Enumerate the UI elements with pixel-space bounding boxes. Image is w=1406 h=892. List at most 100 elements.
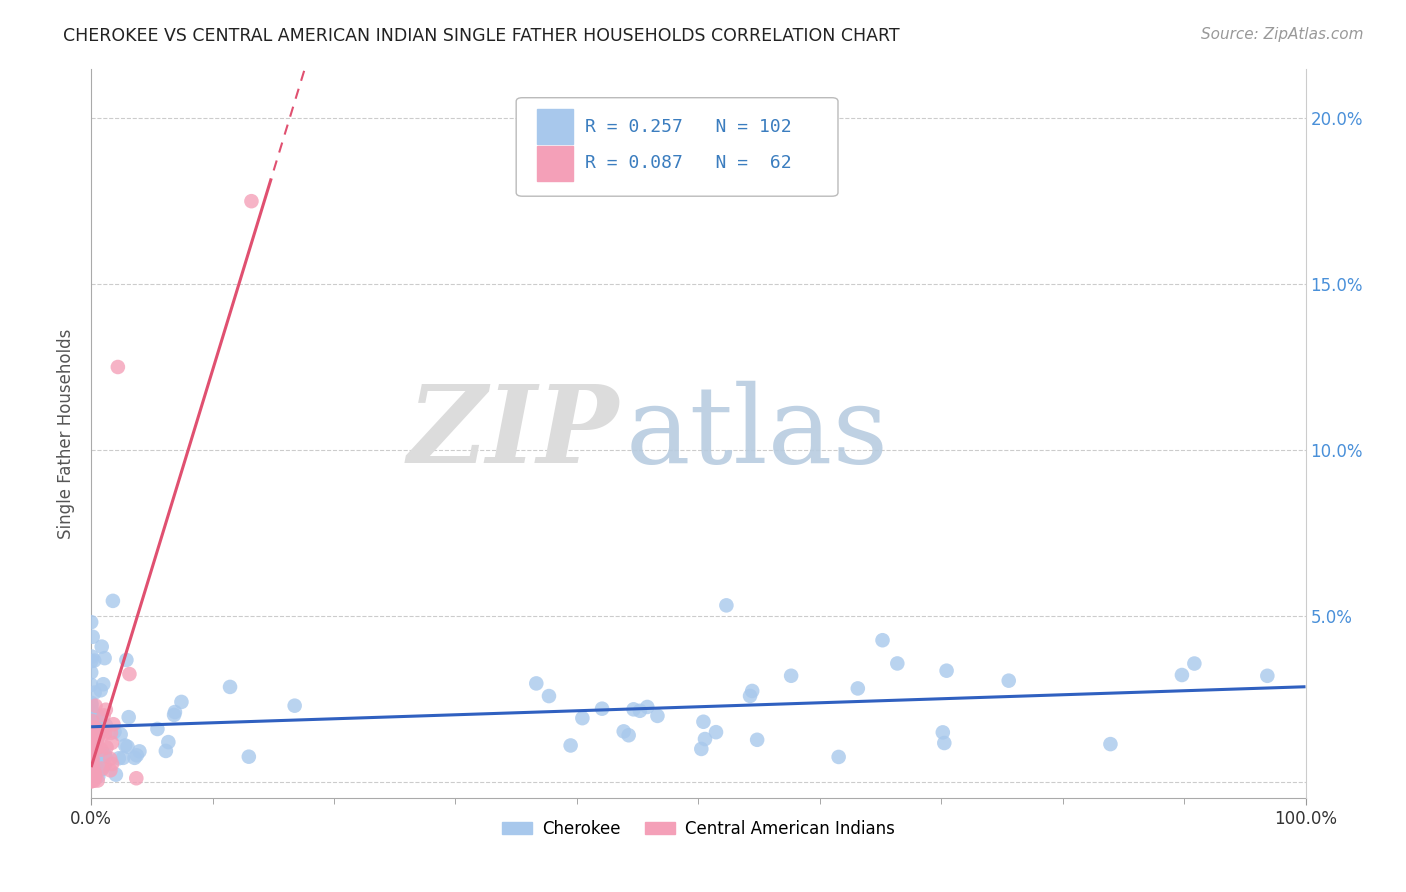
Point [846,681,869,696]
Point [80,772,103,786]
Point [86,752,108,766]
Text: Source: ZipAtlas.com: Source: ZipAtlas.com [1201,27,1364,42]
Point [1182,657,1205,671]
Point [94,718,117,732]
Point [103,724,125,739]
Point [80,774,103,789]
Text: CHEROKEE VS CENTRAL AMERICAN INDIAN SINGLE FATHER HOUSEHOLDS CORRELATION CHART: CHEROKEE VS CENTRAL AMERICAN INDIAN SING… [63,27,900,45]
Point [83,714,105,728]
Point [83,766,105,780]
Point [84,747,107,761]
Point [741,684,763,698]
Point [118,710,141,724]
Point [560,739,582,753]
Point [87,739,110,754]
Point [112,751,135,765]
Point [91,677,114,691]
Point [80,756,103,771]
Point [83,770,105,784]
Point [80,744,103,758]
Text: ZIP: ZIP [408,380,620,486]
Point [932,725,955,739]
Point [83,685,105,699]
Point [80,724,103,739]
Point [82,713,104,727]
Point [118,667,141,681]
Point [537,689,560,703]
Point [82,749,104,764]
Point [80,665,103,680]
Point [94,726,117,740]
Point [997,673,1019,688]
Point [101,594,124,608]
Point [128,744,150,758]
Point [80,773,103,788]
Point [80,743,103,757]
Point [100,764,122,778]
Point [80,760,103,774]
Point [107,359,129,374]
Text: R = 0.257   N = 102: R = 0.257 N = 102 [585,118,792,136]
Point [170,695,193,709]
Point [83,654,105,668]
Point [82,750,104,764]
Point [90,683,112,698]
Point [80,726,103,740]
Point [93,651,115,665]
Point [80,678,103,692]
Point [91,762,114,776]
Point [87,709,110,723]
Point [80,720,103,734]
Point [219,680,242,694]
Point [82,753,104,767]
Point [80,753,103,767]
Point [80,764,103,779]
Point [82,705,104,719]
Point [613,724,636,739]
Bar [537,146,574,181]
Point [934,736,956,750]
Point [80,743,103,757]
Point [780,669,803,683]
Point [155,744,177,758]
Text: R = 0.087   N =  62: R = 0.087 N = 62 [585,154,792,172]
Point [101,756,124,771]
Point [1099,737,1122,751]
Point [617,728,640,742]
Point [80,768,103,782]
Point [80,698,103,712]
Point [84,771,107,785]
Point [157,735,180,749]
Point [103,717,125,731]
Point [87,714,110,729]
Point [100,726,122,740]
Point [125,771,148,785]
FancyBboxPatch shape [516,98,838,196]
Bar [537,110,574,145]
Point [692,714,714,729]
Point [747,732,769,747]
Point [108,751,131,765]
Point [82,729,104,743]
Point [89,719,111,733]
Point [80,756,103,771]
Point [83,768,105,782]
Point [704,725,727,739]
Point [82,766,104,780]
Point [827,750,849,764]
Point [80,649,103,664]
Point [83,751,105,765]
Point [163,707,186,722]
Point [80,774,103,789]
Point [623,702,645,716]
Point [86,729,108,743]
Point [80,732,103,747]
Point [80,764,103,778]
Point [90,742,112,756]
Point [94,703,117,717]
Point [80,762,103,776]
Text: atlas: atlas [626,381,889,486]
Point [82,743,104,757]
Point [83,710,105,724]
Point [93,747,115,762]
